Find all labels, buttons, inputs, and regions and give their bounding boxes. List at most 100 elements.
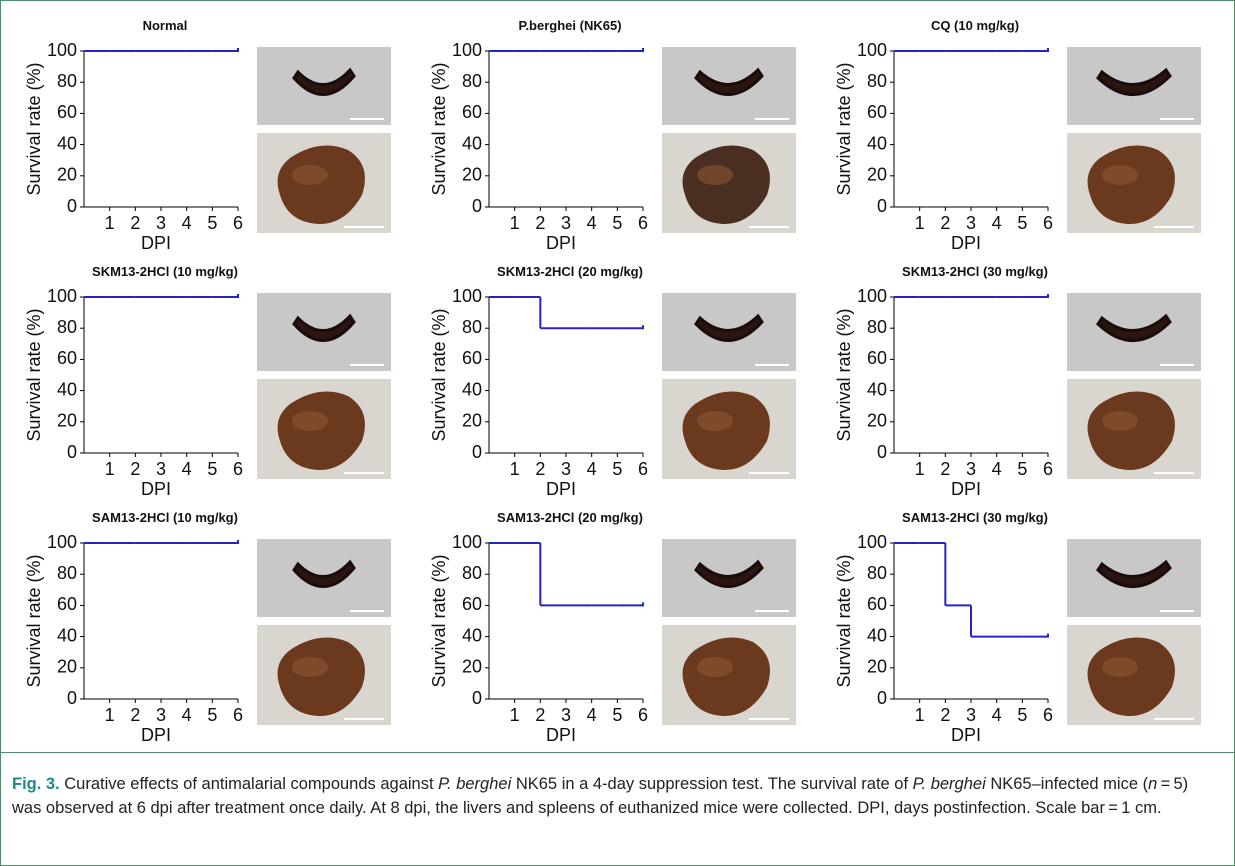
- x-tick-label: 1: [105, 459, 115, 479]
- y-tick-label: 80: [57, 317, 77, 337]
- x-tick-label: 4: [182, 705, 192, 725]
- x-tick-label: 2: [940, 459, 950, 479]
- x-tick-label: 1: [510, 705, 520, 725]
- x-tick-label: 4: [182, 213, 192, 233]
- y-tick-label: 20: [57, 657, 77, 677]
- y-tick-label: 100: [47, 532, 77, 552]
- liver-highlight: [292, 657, 328, 677]
- x-tick-label: 2: [130, 705, 140, 725]
- x-tick-label: 2: [940, 705, 950, 725]
- y-tick-label: 0: [472, 442, 482, 462]
- y-tick-label: 100: [452, 40, 482, 60]
- x-tick-label: 4: [992, 459, 1002, 479]
- x-tick-label: 2: [535, 213, 545, 233]
- y-tick-label: 100: [47, 40, 77, 60]
- y-tick-label: 80: [462, 563, 482, 583]
- y-axis-label: Survival rate (%): [834, 554, 854, 687]
- liver-highlight: [1102, 657, 1138, 677]
- liver-highlight: [1102, 165, 1138, 185]
- y-tick-label: 60: [867, 594, 887, 614]
- x-axis-label: DPI: [141, 233, 171, 253]
- y-tick-label: 0: [877, 688, 887, 708]
- y-tick-label: 80: [462, 317, 482, 337]
- y-tick-label: 0: [877, 196, 887, 216]
- y-tick-label: 40: [462, 379, 482, 399]
- y-tick-label: 60: [462, 594, 482, 614]
- y-tick-label: 60: [462, 348, 482, 368]
- y-tick-label: 100: [452, 286, 482, 306]
- x-tick-label: 4: [992, 213, 1002, 233]
- x-tick-label: 5: [1017, 705, 1027, 725]
- y-axis-label: Survival rate (%): [429, 62, 449, 195]
- x-tick-label: 5: [612, 213, 622, 233]
- x-tick-label: 6: [233, 705, 243, 725]
- y-tick-label: 40: [462, 133, 482, 153]
- x-tick-label: 6: [233, 459, 243, 479]
- x-tick-label: 6: [638, 459, 648, 479]
- x-axis-label: DPI: [141, 479, 171, 499]
- y-tick-label: 20: [462, 657, 482, 677]
- y-tick-label: 80: [57, 71, 77, 91]
- x-tick-label: 3: [156, 705, 166, 725]
- y-tick-label: 20: [867, 657, 887, 677]
- y-axis-label: Survival rate (%): [429, 554, 449, 687]
- x-tick-label: 3: [156, 459, 166, 479]
- x-axis-label: DPI: [951, 233, 981, 253]
- chart-title: P.berghei (NK65): [518, 18, 621, 33]
- x-axis-label: DPI: [546, 479, 576, 499]
- x-tick-label: 5: [612, 459, 622, 479]
- x-tick-label: 2: [130, 459, 140, 479]
- y-tick-label: 60: [57, 102, 77, 122]
- chart-title: SAM13-2HCl (10 mg/kg): [92, 510, 238, 525]
- caption-text: P. berghei: [438, 775, 511, 793]
- y-tick-label: 0: [67, 688, 77, 708]
- y-tick-label: 20: [867, 411, 887, 431]
- y-tick-label: 60: [867, 348, 887, 368]
- y-tick-label: 20: [867, 165, 887, 185]
- y-tick-label: 80: [462, 71, 482, 91]
- chart-title: SKM13-2HCl (10 mg/kg): [92, 264, 238, 279]
- x-tick-label: 1: [915, 213, 925, 233]
- x-tick-label: 5: [207, 705, 217, 725]
- y-tick-label: 60: [462, 102, 482, 122]
- y-tick-label: 100: [857, 286, 887, 306]
- y-axis-label: Survival rate (%): [24, 554, 44, 687]
- x-tick-label: 5: [207, 459, 217, 479]
- caption-text: Curative effects of antimalarial compoun…: [60, 775, 438, 793]
- x-tick-label: 2: [940, 213, 950, 233]
- x-tick-label: 3: [966, 705, 976, 725]
- x-axis-label: DPI: [546, 233, 576, 253]
- liver-highlight: [697, 657, 733, 677]
- y-axis-label: Survival rate (%): [429, 308, 449, 441]
- x-tick-label: 3: [561, 705, 571, 725]
- x-tick-label: 3: [966, 459, 976, 479]
- y-tick-label: 40: [57, 133, 77, 153]
- y-tick-label: 40: [462, 625, 482, 645]
- x-axis-label: DPI: [951, 725, 981, 745]
- y-tick-label: 20: [57, 411, 77, 431]
- y-tick-label: 100: [452, 532, 482, 552]
- liver-highlight: [697, 165, 733, 185]
- y-tick-label: 20: [462, 165, 482, 185]
- x-tick-label: 2: [130, 213, 140, 233]
- x-tick-label: 6: [1043, 705, 1053, 725]
- y-tick-label: 0: [472, 196, 482, 216]
- y-axis-label: Survival rate (%): [834, 62, 854, 195]
- x-axis-label: DPI: [951, 479, 981, 499]
- x-tick-label: 4: [587, 459, 597, 479]
- figure-label: Fig. 3.: [12, 775, 60, 793]
- x-tick-label: 4: [587, 213, 597, 233]
- x-tick-label: 3: [561, 213, 571, 233]
- y-tick-label: 80: [867, 71, 887, 91]
- y-axis-label: Survival rate (%): [24, 62, 44, 195]
- x-tick-label: 5: [1017, 459, 1027, 479]
- y-tick-label: 60: [867, 102, 887, 122]
- y-tick-label: 40: [57, 625, 77, 645]
- y-tick-label: 40: [57, 379, 77, 399]
- x-tick-label: 6: [233, 213, 243, 233]
- page: Normal020406080100123456DPISurvival rate…: [0, 0, 1235, 866]
- x-tick-label: 1: [105, 705, 115, 725]
- caption-text: P. berghei: [913, 775, 986, 793]
- y-tick-label: 60: [57, 594, 77, 614]
